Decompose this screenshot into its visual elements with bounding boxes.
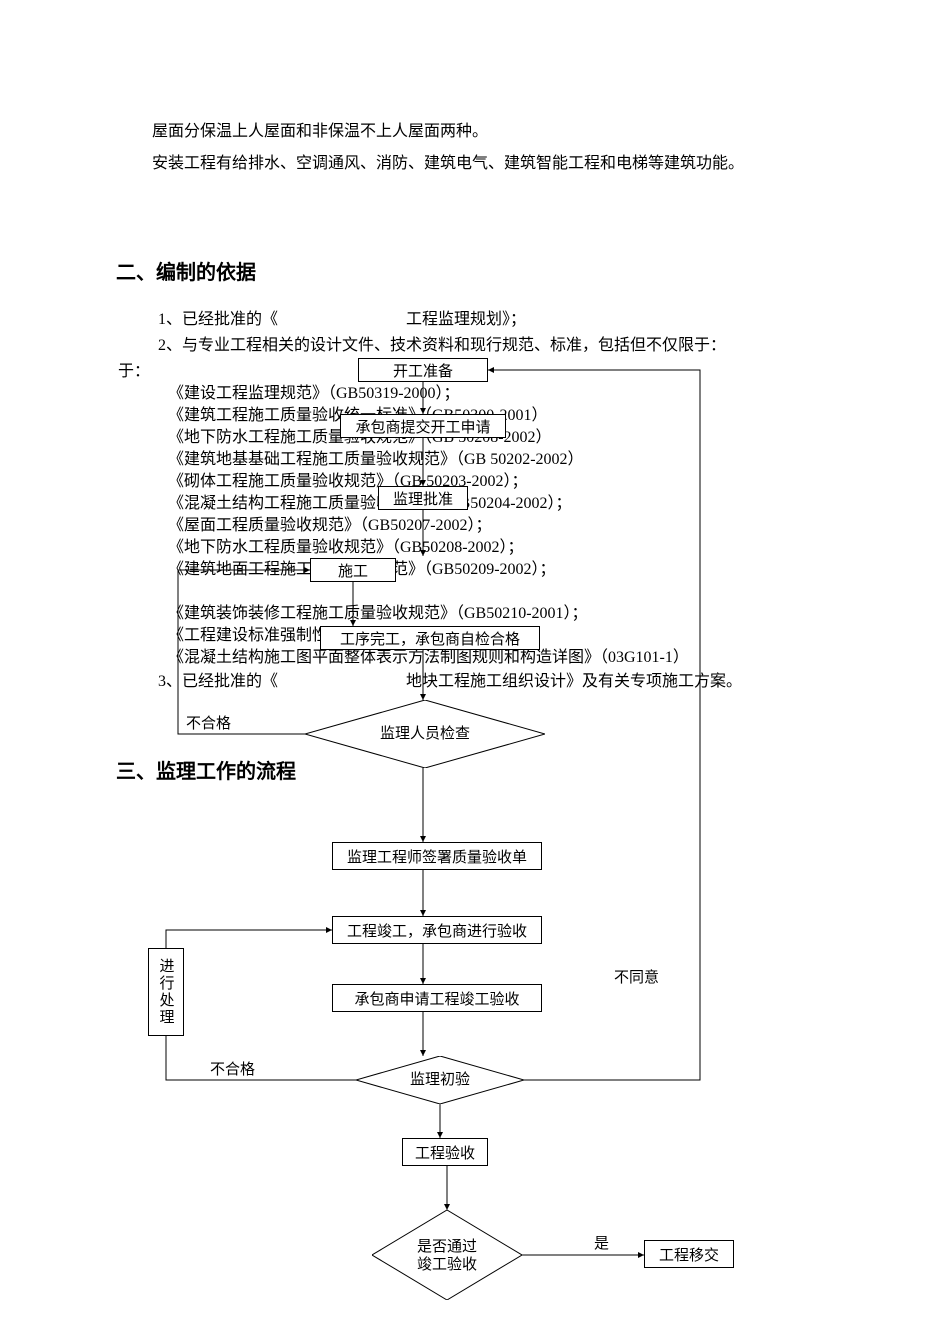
sec2-item2-text: 2、与专业工程相关的设计文件、技术资料和现行规范、标准，包括但不仅限于：: [158, 337, 726, 354]
intro-p1: 屋面分保温上人屋面和非保温不上人屋面两种。: [120, 118, 840, 146]
intro-p2: 安装工程有给排水、空调通风、消防、建筑电气、建筑智能工程和电梯等建筑功能。: [120, 150, 840, 178]
flow-n9: 承包商申请工程竣工验收: [332, 984, 542, 1012]
sec2-yu: 于：: [118, 358, 150, 386]
edge-fail1: 不合格: [186, 712, 231, 733]
sec2-heading: 二、编制的依据: [116, 256, 256, 285]
sec3-heading: 三、监理工作的流程: [116, 755, 296, 784]
flow-d1: 监理人员检查: [305, 700, 545, 768]
flow-d2-label: 监理初验: [356, 1071, 524, 1089]
sec2-item3: 3、已经批准的《 地块工程施工组织设计》及有关专项施工方案。: [158, 668, 878, 696]
flow-n11: 进行处理: [148, 948, 184, 1036]
flow-n10: 工程验收: [402, 1138, 488, 1166]
flow-d1-label: 监理人员检查: [305, 725, 545, 743]
edge-disagree: 不同意: [614, 966, 659, 987]
flow-n12: 工程移交: [644, 1240, 734, 1268]
flow-n1: 开工准备: [358, 358, 488, 382]
flow-d2: 监理初验: [356, 1056, 524, 1104]
flow-n7: 监理工程师签署质量验收单: [332, 842, 542, 870]
page: 屋面分保温上人屋面和非保温不上人屋面两种。 安装工程有给排水、空调通风、消防、建…: [0, 0, 950, 1344]
flow-n8: 工程竣工，承包商进行验收: [332, 916, 542, 944]
edge-yes: 是: [594, 1232, 609, 1253]
edge-fail2: 不合格: [210, 1058, 255, 1079]
flow-n2: 承包商提交开工申请: [340, 414, 506, 438]
sec2-item2-line1: 2、与专业工程相关的设计文件、技术资料和现行规范、标准，包括但不仅限于：: [158, 332, 878, 360]
sec2-item1: 1、已经批准的《 工程监理规划》；: [158, 306, 878, 334]
flow-d3: 是否通过 竣工验收: [372, 1210, 522, 1300]
flow-n3: 监理批准: [378, 486, 468, 510]
flow-n5: 工序完工，承包商自检合格: [320, 626, 540, 650]
flow-d3-label: 是否通过 竣工验收: [372, 1238, 522, 1274]
flow-n4: 施工: [310, 558, 396, 582]
